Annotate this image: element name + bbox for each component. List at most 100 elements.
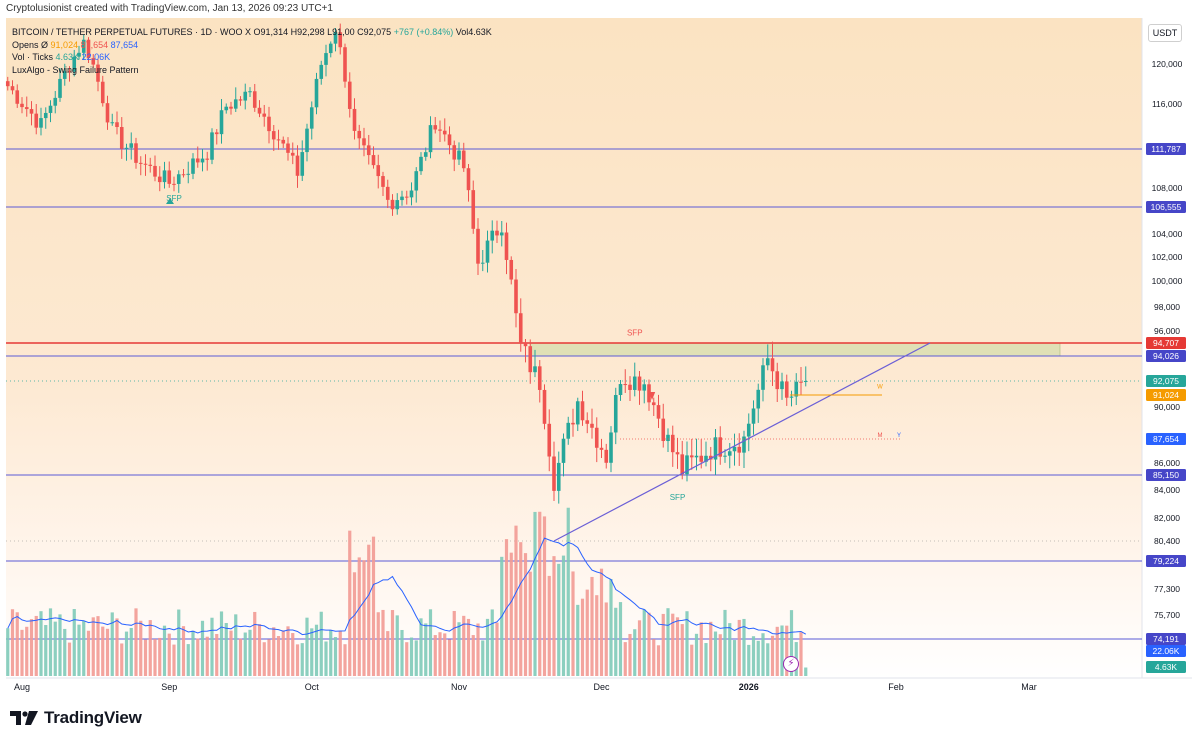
ascending-trendline[interactable] bbox=[553, 342, 931, 542]
lightning-icon[interactable]: ⚡ bbox=[783, 656, 799, 672]
candle-body bbox=[761, 365, 765, 390]
volume-bar bbox=[338, 630, 342, 676]
candle-body bbox=[685, 455, 689, 475]
candle-body bbox=[518, 313, 523, 343]
candle-body bbox=[110, 122, 115, 124]
price-label: 94,707 bbox=[1153, 338, 1179, 348]
candle-body bbox=[48, 105, 53, 113]
opens-value-2: 87,654 bbox=[80, 39, 109, 50]
candle-body bbox=[248, 91, 252, 93]
candle-body bbox=[647, 384, 651, 403]
candle-body bbox=[694, 455, 699, 458]
candle-body bbox=[309, 107, 314, 129]
candle-body bbox=[400, 196, 404, 201]
candle-body bbox=[561, 438, 566, 463]
candle-body bbox=[100, 81, 105, 104]
candle-body bbox=[803, 381, 808, 382]
price-label: 111,787 bbox=[1151, 144, 1181, 154]
sfp-down-marker bbox=[648, 392, 656, 400]
candle-body bbox=[210, 132, 214, 160]
candle-body bbox=[490, 230, 495, 241]
y-tick-label: 108,000 bbox=[1152, 183, 1183, 193]
volume-bar bbox=[675, 617, 680, 676]
candle-body bbox=[523, 342, 528, 347]
volume-bar bbox=[314, 624, 319, 676]
ohlc-values: O91,314 H92,298 L91,00 C92,075 bbox=[253, 27, 392, 37]
candle-body bbox=[96, 64, 100, 82]
candle-body bbox=[290, 152, 295, 156]
candle-body bbox=[262, 113, 267, 117]
volume-bar bbox=[656, 645, 661, 676]
annotation-label: W bbox=[877, 385, 883, 391]
volume-bar bbox=[158, 637, 162, 676]
volume-bar bbox=[348, 530, 352, 676]
candle-body bbox=[167, 170, 172, 184]
candle-body bbox=[485, 240, 490, 263]
price-label-box bbox=[1146, 633, 1186, 645]
volume-bar bbox=[604, 602, 608, 676]
legend-indicator-row[interactable]: LuxAlgo - Swing Failure Pattern bbox=[12, 64, 492, 77]
candle-body bbox=[153, 165, 157, 177]
candle-body bbox=[471, 190, 476, 229]
candle-body bbox=[62, 71, 67, 79]
candle-body bbox=[495, 230, 499, 236]
volume-bar bbox=[72, 609, 76, 676]
candle-body bbox=[319, 64, 324, 79]
volume-bar bbox=[580, 598, 585, 676]
legend-vol-row[interactable]: Vol · Ticks 4.63K 22.06K bbox=[12, 51, 492, 64]
volume-bar bbox=[732, 640, 737, 676]
candle-body bbox=[129, 143, 134, 148]
volume-bar bbox=[552, 556, 556, 676]
volume-bar bbox=[367, 544, 371, 676]
candle-body bbox=[442, 130, 447, 135]
volume-bar bbox=[514, 525, 518, 676]
chart-legend: BITCOIN / TETHER PERPETUAL FUTURES · 1D … bbox=[12, 26, 492, 76]
legend-symbol-row[interactable]: BITCOIN / TETHER PERPETUAL FUTURES · 1D … bbox=[12, 26, 492, 39]
volume-bar bbox=[248, 629, 252, 676]
candle-body bbox=[86, 39, 91, 59]
volume-bar bbox=[6, 628, 10, 676]
price-label: 106,555 bbox=[1151, 202, 1182, 212]
candle-body bbox=[799, 381, 803, 383]
volume-bar bbox=[770, 635, 775, 676]
currency-button[interactable]: USDT bbox=[1148, 24, 1182, 42]
candle-body bbox=[789, 396, 794, 398]
opens-value-3: 87,654 bbox=[110, 39, 139, 50]
volume-bar bbox=[694, 633, 699, 676]
candle-body bbox=[43, 112, 48, 119]
price-label: 92,075 bbox=[1153, 376, 1179, 386]
x-tick-label: 2026 bbox=[739, 682, 759, 692]
candle-body bbox=[300, 152, 305, 176]
volume-bar bbox=[15, 612, 19, 676]
price-chart[interactable]: SFP SFP SFP M Y W 120,000 116,000 108,000 104,00… bbox=[0, 0, 1200, 700]
volume-bar bbox=[495, 622, 499, 676]
volume-label-box bbox=[1146, 661, 1186, 673]
candle-body bbox=[461, 150, 466, 169]
volume-value: Vol4.63K bbox=[455, 27, 492, 37]
volume-bar bbox=[305, 617, 309, 676]
candle-body bbox=[732, 446, 737, 452]
candle-body bbox=[528, 346, 533, 373]
volume-bar bbox=[44, 625, 48, 676]
volume-bar bbox=[561, 555, 566, 676]
price-label: 74,191 bbox=[1153, 634, 1179, 644]
candle-body bbox=[357, 130, 362, 139]
candle-body bbox=[67, 71, 72, 73]
candle-body bbox=[661, 418, 666, 442]
indicator-name: LuxAlgo - Swing Failure Pattern bbox=[12, 64, 139, 75]
tradingview-logo[interactable]: TradingView bbox=[10, 708, 142, 728]
candle-body bbox=[15, 90, 20, 104]
legend-opens-row[interactable]: Opens Ø 91,024 87,654 87,654 bbox=[12, 39, 492, 52]
candle-body bbox=[5, 81, 10, 87]
candle-body bbox=[623, 384, 628, 386]
volume-bar bbox=[324, 641, 328, 676]
volume-bar bbox=[105, 628, 110, 676]
candle-body bbox=[675, 452, 680, 455]
y-tick-label: 90,000 bbox=[1154, 402, 1180, 412]
candle-body bbox=[324, 53, 328, 65]
volume-bar bbox=[533, 511, 537, 676]
y-tick-label: 120,000 bbox=[1152, 59, 1183, 69]
volume-bar bbox=[29, 619, 34, 676]
candle-body bbox=[542, 389, 547, 424]
y-tick-label: 86,000 bbox=[1154, 458, 1180, 468]
